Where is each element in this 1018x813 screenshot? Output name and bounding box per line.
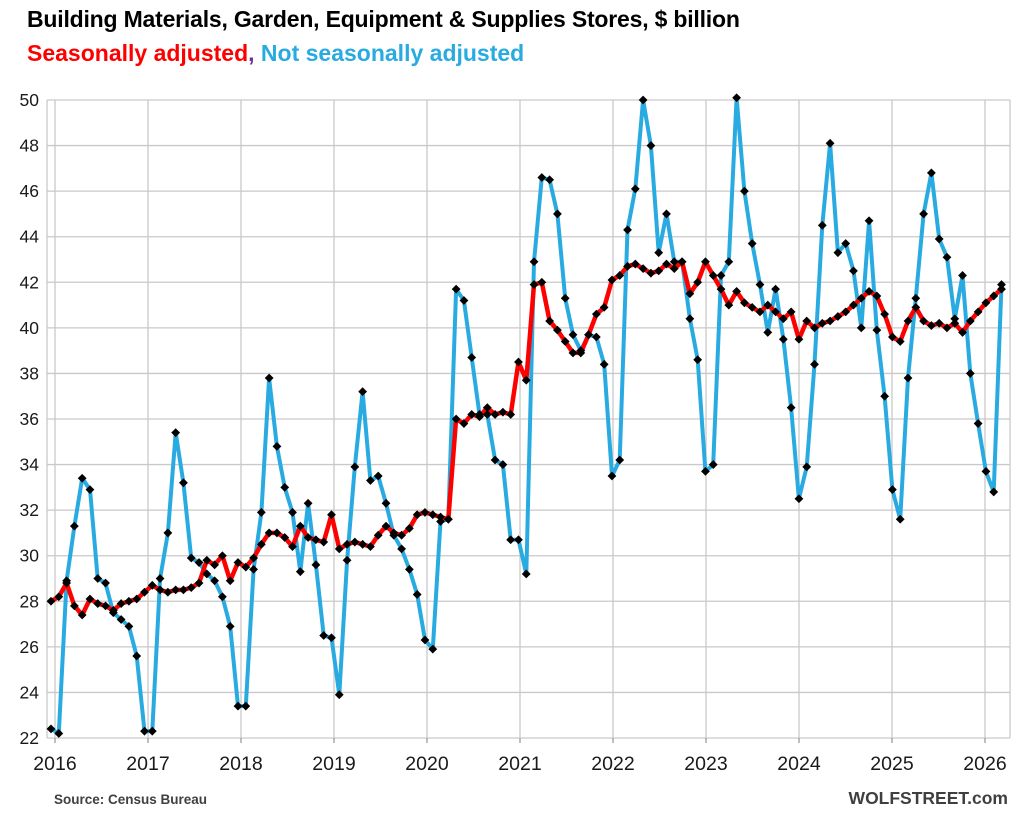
nsa-line — [49, 95, 1004, 736]
nsa-diamond-markers — [46, 93, 1006, 738]
x-tick-label: 2016 — [33, 753, 76, 775]
y-tick-label: 24 — [20, 682, 40, 702]
x-tick-label: 2017 — [126, 753, 169, 775]
x-tick-label: 2025 — [870, 753, 914, 775]
y-tick-label: 36 — [20, 409, 39, 429]
x-tick-label: 2021 — [498, 753, 541, 775]
y-tick-label: 46 — [20, 181, 39, 201]
y-tick-label: 30 — [20, 546, 40, 566]
x-tick-label: 2024 — [777, 753, 821, 775]
y-tick-label: 38 — [20, 363, 39, 383]
source-note: Source: Census Bureau — [54, 792, 208, 807]
x-tick-label: 2018 — [219, 753, 262, 775]
y-tick-label: 26 — [20, 637, 39, 657]
y-tick-label: 44 — [20, 227, 40, 247]
y-tick-label: 42 — [20, 272, 39, 292]
y-tick-label: 28 — [20, 591, 39, 611]
legend-separator: , — [248, 40, 261, 66]
sa-diamond-markers — [46, 257, 1006, 620]
y-tick-label: 50 — [20, 90, 40, 110]
legend-seasonally-adjusted: Seasonally adjusted — [27, 40, 249, 66]
site-watermark: WOLFSTREET.com — [848, 788, 1008, 808]
x-tick-label: 2019 — [312, 753, 355, 775]
chart-title: Building Materials, Garden, Equipment & … — [27, 6, 740, 32]
x-tick-label: 2023 — [684, 753, 727, 775]
y-tick-label: 48 — [20, 136, 39, 156]
x-tick-label: 2026 — [963, 753, 1006, 775]
y-tick-label: 32 — [20, 500, 39, 520]
y-tick-label: 40 — [20, 318, 40, 338]
chart-legend-subtitle: Seasonally adjusted, Not seasonally adju… — [27, 40, 524, 67]
x-axis-labels: 2016 2017 2018 2019 2020 2021 2022 2023 2024 2025… — [33, 753, 1006, 775]
y-axis-labels: 22 24 26 28 30 32 34 36 38 40 42 44 46 48 50 — [20, 90, 40, 748]
y-tick-label: 34 — [20, 455, 40, 475]
legend-not-seasonally-adjusted: Not seasonally adjusted — [260, 40, 525, 66]
y-tick-label: 22 — [20, 728, 39, 748]
x-tick-label: 2022 — [591, 753, 634, 775]
x-tick-label: 2020 — [405, 753, 449, 775]
x-tick-marks — [54, 738, 986, 743]
